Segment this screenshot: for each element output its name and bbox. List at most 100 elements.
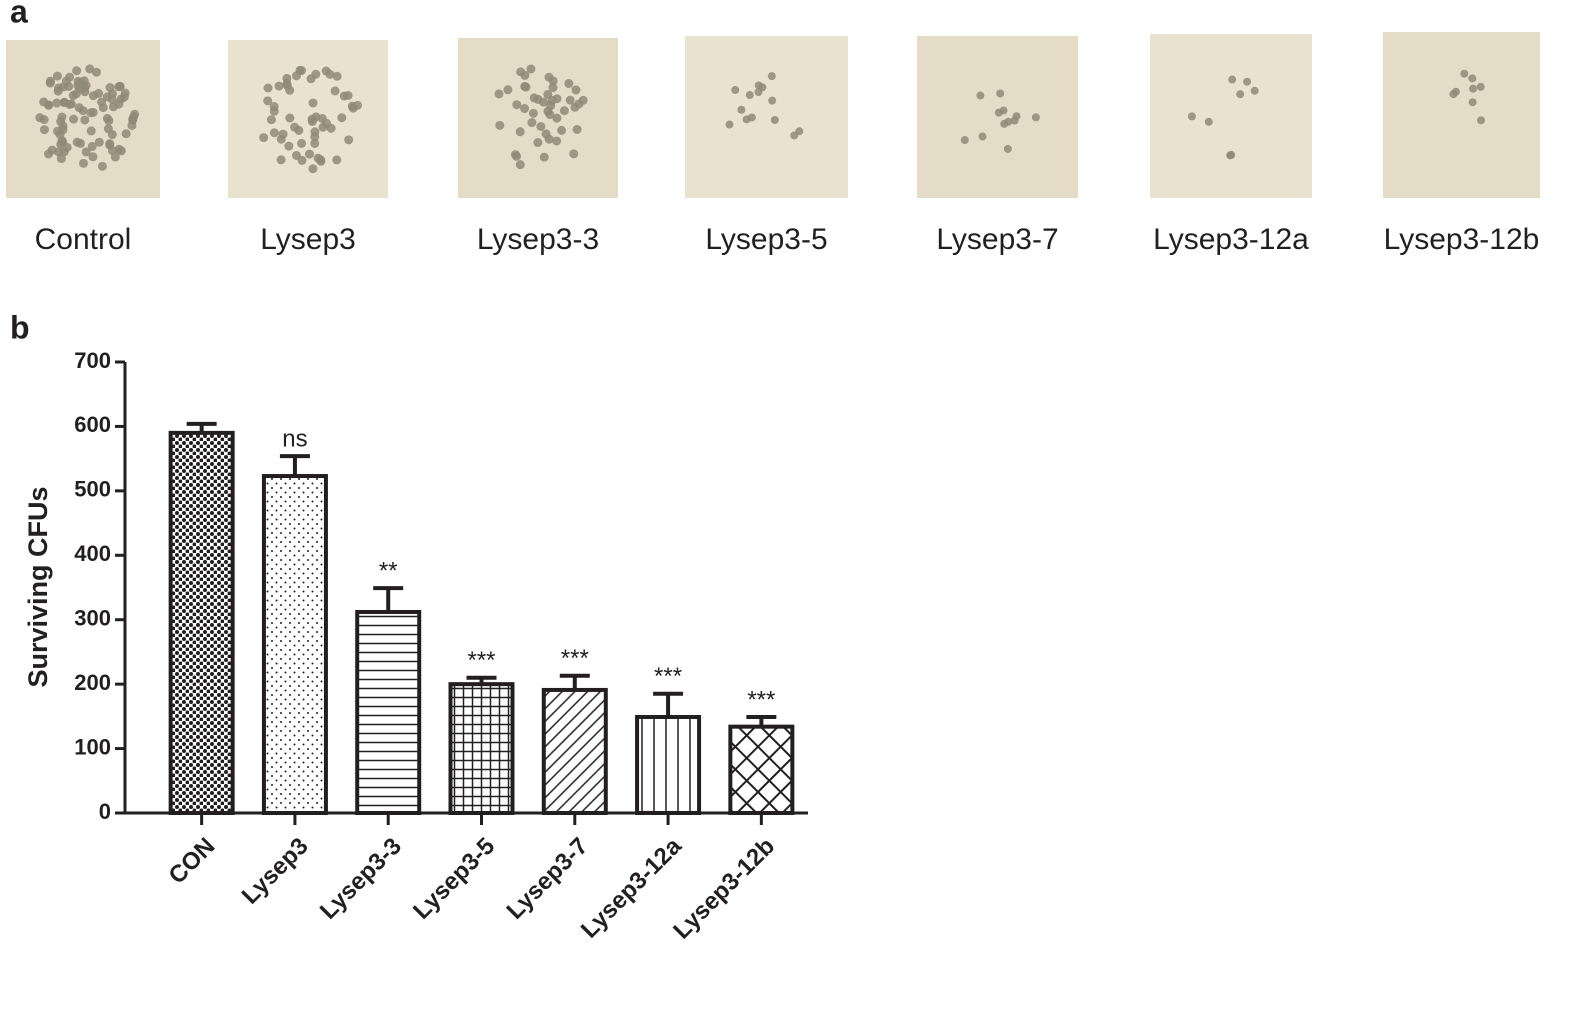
colony (69, 114, 79, 124)
colony (754, 81, 763, 90)
colony (52, 71, 62, 81)
colony (539, 152, 549, 162)
colony (548, 83, 558, 93)
colony (544, 72, 554, 82)
plate-photo (1383, 32, 1540, 198)
colony (1469, 84, 1478, 93)
colony (1000, 119, 1009, 128)
colony (88, 152, 98, 162)
colony (1476, 82, 1485, 91)
y-tick-label: 300 (74, 606, 111, 631)
colony (55, 129, 65, 139)
colony (78, 158, 88, 168)
colony (344, 135, 354, 145)
plate-label: Lysep3 (260, 223, 356, 256)
colony (54, 147, 64, 157)
plate-photo (1150, 34, 1312, 198)
colony (960, 136, 969, 145)
colony (94, 137, 104, 147)
colony (725, 120, 734, 129)
colony (81, 147, 91, 157)
colony (326, 123, 336, 133)
colony (494, 89, 504, 99)
colony (737, 105, 746, 114)
colony (536, 122, 546, 132)
colony (1187, 112, 1196, 121)
colony (104, 116, 114, 126)
colony (120, 88, 130, 98)
colony (311, 69, 321, 79)
colony (1003, 144, 1012, 153)
colony (795, 127, 804, 136)
colony (512, 151, 522, 161)
colony (285, 113, 295, 123)
colony (310, 127, 320, 137)
bar (541, 687, 608, 815)
x-tick-label: Lysep3 (237, 833, 314, 910)
colony (745, 91, 754, 100)
colony (559, 106, 569, 116)
colony (317, 113, 327, 123)
colony (529, 93, 539, 103)
colony (1477, 116, 1486, 125)
colony (564, 79, 574, 89)
colony (75, 138, 85, 148)
colony (297, 155, 307, 165)
colony (58, 121, 68, 131)
x-tick-label: Lysep3-12b (668, 833, 780, 945)
colony (768, 96, 777, 105)
colony (978, 132, 987, 141)
colony (552, 113, 562, 123)
colony (541, 129, 551, 139)
colony (62, 142, 72, 152)
bar (448, 682, 515, 816)
colony (565, 95, 575, 105)
colony (337, 113, 347, 123)
bar (728, 724, 795, 815)
colony (65, 72, 75, 82)
colony (94, 88, 104, 98)
colony (512, 100, 522, 110)
colony (313, 153, 323, 163)
colony (92, 67, 102, 77)
colony (1228, 75, 1237, 84)
colony (266, 115, 276, 125)
colony (304, 149, 314, 159)
plate-label: Lysep3-7 (936, 223, 1058, 256)
colony (533, 138, 543, 148)
colony (121, 129, 131, 139)
colony (343, 90, 353, 100)
colony (578, 95, 588, 105)
colony (291, 71, 301, 81)
colony (552, 136, 562, 146)
colony (347, 101, 357, 111)
colony (1468, 98, 1477, 107)
colony (107, 130, 117, 140)
colony (976, 91, 985, 100)
colony (310, 138, 320, 148)
colony (284, 141, 294, 151)
y-tick-label: 100 (74, 734, 111, 759)
colony (86, 126, 96, 136)
y-tick-label: 200 (74, 670, 111, 695)
colony (332, 71, 342, 81)
colony (547, 95, 557, 105)
colony (297, 138, 307, 148)
significance-label: *** (467, 647, 495, 674)
colony (330, 86, 340, 96)
plate-photo (685, 36, 848, 198)
colony (68, 91, 78, 101)
colony (539, 97, 549, 107)
colony (66, 99, 76, 109)
colony (269, 106, 279, 116)
colony (263, 83, 273, 93)
colony (526, 64, 536, 74)
significance-label: *** (747, 686, 775, 713)
x-tick-label: Lysep3-7 (501, 833, 593, 925)
colony (45, 78, 55, 88)
colony (59, 97, 69, 107)
colony (127, 120, 137, 130)
significance-label: ns (282, 425, 307, 452)
colony (332, 155, 342, 165)
plate-label: Lysep3-5 (705, 223, 827, 256)
